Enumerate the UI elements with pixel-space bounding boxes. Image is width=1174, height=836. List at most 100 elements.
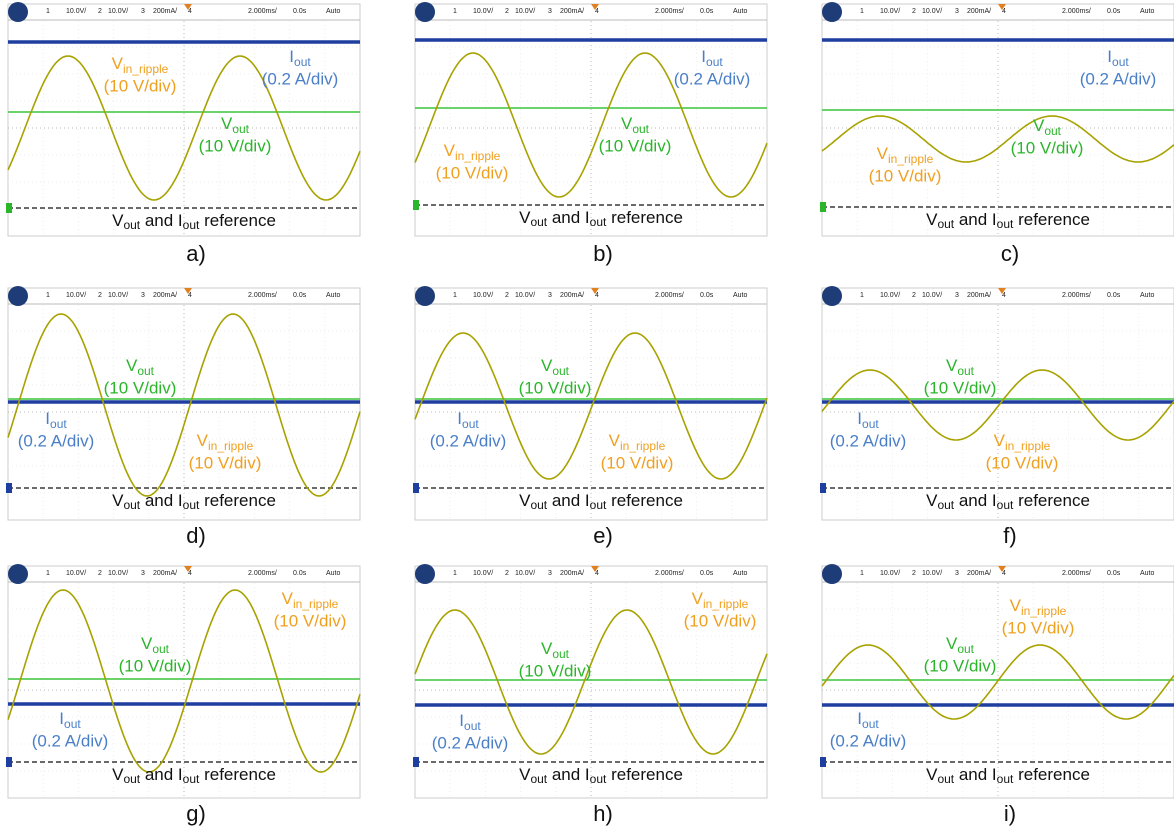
header-text: 2 — [98, 8, 102, 15]
vout-scale: (10 V/div) — [104, 378, 177, 397]
reference-part: and I — [547, 491, 590, 510]
header-text: 4 — [1002, 570, 1006, 577]
reference-part: out — [183, 218, 200, 232]
iout-scale: (0.2 A/div) — [32, 731, 109, 750]
channel-button — [822, 2, 842, 22]
channel-button — [415, 286, 435, 306]
panel-letter: a) — [186, 241, 206, 266]
ground-marker — [820, 483, 826, 493]
reference-part: out — [590, 215, 607, 229]
header-text: 10.0V/ — [108, 8, 128, 15]
header-text: 10.0V/ — [515, 570, 535, 577]
vin-scale: (10 V/div) — [684, 611, 757, 630]
ground-marker — [6, 757, 12, 767]
panel-letter: b) — [593, 241, 613, 266]
vin-symbol: V — [877, 144, 889, 163]
iout-subscript: out — [862, 417, 879, 431]
header-text: 10.0V/ — [473, 292, 493, 299]
reference-part: reference — [1013, 210, 1090, 229]
iout-subscript: out — [50, 417, 67, 431]
vin-subscript: in_ripple — [620, 439, 666, 453]
iout-subscript: out — [294, 55, 311, 69]
header-text: 2.000ms/ — [1062, 8, 1091, 15]
ground-marker — [6, 203, 12, 213]
reference-part: out — [590, 772, 607, 786]
header-text: 0.0s — [1107, 570, 1121, 577]
header-text: 3 — [955, 570, 959, 577]
ground-marker — [820, 757, 826, 767]
reference-part: out — [183, 772, 200, 786]
header-text: 1 — [860, 292, 864, 299]
header-text: 4 — [1002, 292, 1006, 299]
vin-scale: (10 V/div) — [1002, 618, 1075, 637]
header-text: 200mA/ — [967, 8, 991, 15]
reference-part: reference — [1013, 765, 1090, 784]
vin-subscript: in_ripple — [703, 597, 749, 611]
header-text: 10.0V/ — [880, 570, 900, 577]
header-text: Auto — [1140, 570, 1155, 577]
vout-subscript: out — [632, 122, 649, 136]
reference-part: out — [997, 498, 1014, 512]
header-text: 10.0V/ — [922, 570, 942, 577]
reference-part: V — [112, 491, 124, 510]
iout-scale: (0.2 A/div) — [262, 69, 339, 88]
header-text: Auto — [326, 292, 341, 299]
channel-button — [8, 2, 28, 22]
header-text: 2.000ms/ — [248, 570, 277, 577]
header-text: 10.0V/ — [515, 8, 535, 15]
reference-part: V — [519, 208, 531, 227]
header-text: Auto — [1140, 8, 1155, 15]
reference-part: V — [926, 765, 938, 784]
iout-scale: (0.2 A/div) — [674, 69, 751, 88]
reference-part: out — [937, 772, 954, 786]
panel-letter: i) — [1004, 801, 1016, 826]
vin-subscript: in_ripple — [123, 62, 169, 76]
header-text: 2 — [912, 570, 916, 577]
header-text: 200mA/ — [153, 8, 177, 15]
vin-scale: (10 V/div) — [986, 453, 1059, 472]
scope-panel: 110.0V/210.0V/3200mA/42.000ms/0.0sAuto — [820, 2, 1174, 236]
header-text: 2 — [912, 8, 916, 15]
iout-subscript: out — [64, 717, 81, 731]
vin-scale: (10 V/div) — [869, 166, 942, 185]
header-text: 1 — [860, 570, 864, 577]
vout-subscript: out — [152, 642, 169, 656]
scope-panel: 110.0V/210.0V/3200mA/42.000ms/0.0sAuto — [413, 286, 767, 520]
vout-scale: (10 V/div) — [924, 656, 997, 675]
reference-part: V — [519, 491, 531, 510]
header-text: 2.000ms/ — [655, 570, 684, 577]
vout-subscript: out — [1044, 124, 1061, 138]
vout-subscript: out — [552, 364, 569, 378]
header-text: 2 — [98, 292, 102, 299]
reference-part: and I — [140, 211, 183, 230]
header-text: 10.0V/ — [515, 292, 535, 299]
vin-scale: (10 V/div) — [104, 76, 177, 95]
ground-marker — [413, 200, 419, 210]
reference-part: V — [926, 491, 938, 510]
header-text: Auto — [1140, 292, 1155, 299]
header-text: 2.000ms/ — [655, 292, 684, 299]
vout-subscript: out — [957, 642, 974, 656]
header-text: 200mA/ — [153, 292, 177, 299]
header-text: 0.0s — [700, 570, 714, 577]
header-text: 10.0V/ — [108, 292, 128, 299]
header-text: 3 — [141, 570, 145, 577]
panel-letter: h) — [593, 801, 613, 826]
channel-button — [415, 2, 435, 22]
iout-subscript: out — [462, 417, 479, 431]
header-text: 10.0V/ — [880, 8, 900, 15]
reference-part: reference — [199, 491, 276, 510]
iout-scale: (0.2 A/div) — [1080, 69, 1157, 88]
vin-subscript: in_ripple — [455, 149, 501, 163]
vout-symbol: V — [621, 114, 633, 133]
vout-subscript: out — [137, 364, 154, 378]
vin-symbol: V — [282, 589, 294, 608]
iout-scale: (0.2 A/div) — [830, 731, 907, 750]
header-text: 10.0V/ — [473, 570, 493, 577]
header-text: 0.0s — [293, 570, 307, 577]
header-text: 10.0V/ — [922, 8, 942, 15]
reference-part: and I — [140, 765, 183, 784]
channel-button — [822, 564, 842, 584]
vin-subscript: in_ripple — [1005, 439, 1051, 453]
